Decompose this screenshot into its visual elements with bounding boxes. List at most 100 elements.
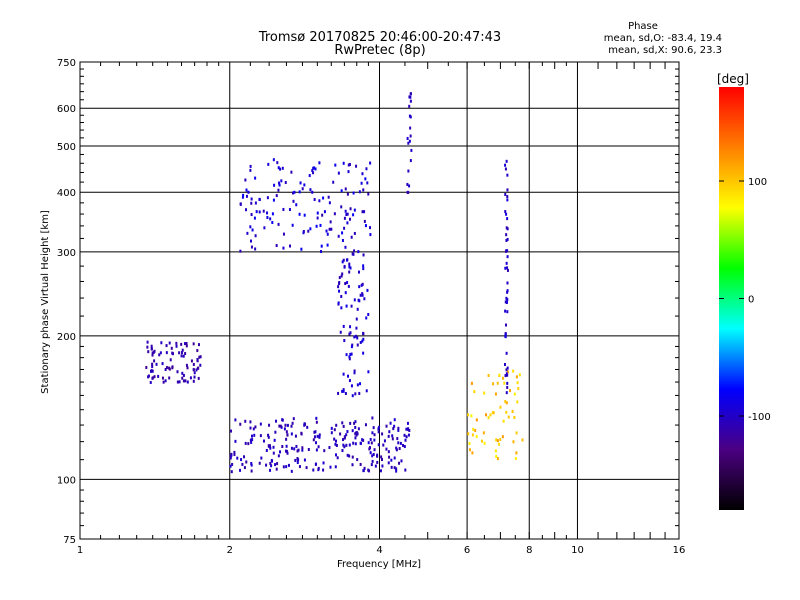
data-point — [341, 238, 344, 242]
data-point — [315, 441, 318, 445]
data-point — [359, 293, 362, 297]
colorbar-tick-label: -100 — [748, 412, 771, 423]
data-point — [492, 382, 495, 386]
data-point — [364, 224, 367, 228]
data-point — [278, 424, 281, 428]
data-point — [239, 249, 242, 253]
data-point — [409, 115, 412, 119]
data-point — [241, 462, 244, 466]
data-point — [250, 213, 253, 217]
data-point — [285, 437, 288, 441]
data-point — [350, 352, 353, 356]
data-point — [229, 464, 232, 468]
data-point — [319, 223, 322, 227]
data-point — [306, 425, 309, 429]
data-point — [271, 212, 274, 216]
data-point — [349, 421, 352, 425]
data-point — [506, 381, 509, 385]
data-point — [344, 392, 347, 396]
data-point — [298, 465, 301, 469]
data-point — [272, 198, 275, 202]
data-point — [244, 178, 247, 182]
data-point — [291, 223, 294, 227]
data-point — [316, 216, 319, 220]
data-point — [251, 228, 254, 232]
data-point — [406, 182, 409, 186]
data-point — [254, 201, 257, 205]
data-point — [199, 363, 202, 367]
data-point — [470, 414, 473, 418]
data-point — [385, 424, 388, 428]
data-point — [284, 181, 287, 185]
data-point — [309, 227, 312, 231]
data-point — [329, 220, 332, 224]
data-point — [332, 180, 335, 184]
data-point — [253, 216, 256, 220]
data-point — [361, 438, 364, 442]
data-point — [340, 306, 343, 310]
data-point — [281, 418, 284, 422]
data-point — [146, 345, 149, 349]
data-point — [407, 433, 410, 437]
data-point — [300, 247, 303, 251]
data-point — [483, 391, 486, 395]
data-point — [333, 428, 336, 432]
data-point — [260, 456, 263, 460]
data-point — [312, 171, 315, 175]
data-point — [253, 433, 256, 437]
data-point — [393, 456, 396, 460]
data-point — [254, 247, 257, 251]
data-point — [489, 413, 492, 417]
data-point — [280, 179, 283, 183]
data-point — [369, 233, 372, 237]
data-point — [337, 171, 340, 175]
data-point — [487, 373, 490, 377]
data-point — [292, 417, 295, 421]
data-point — [396, 437, 399, 441]
data-point — [513, 392, 516, 396]
data-point — [470, 381, 473, 385]
data-point — [294, 434, 297, 438]
data-point — [393, 418, 396, 422]
data-point — [315, 448, 318, 452]
data-point — [279, 424, 282, 428]
data-point — [307, 447, 310, 451]
data-point — [351, 455, 354, 459]
data-point — [408, 429, 411, 433]
data-point — [297, 448, 300, 452]
data-point — [505, 401, 508, 405]
data-point — [151, 362, 154, 366]
data-point — [365, 316, 368, 320]
data-point — [370, 463, 373, 467]
data-point — [151, 351, 154, 355]
data-point — [325, 229, 328, 233]
data-point — [505, 233, 508, 237]
y-tick-label: 600 — [57, 104, 76, 115]
data-point — [269, 468, 272, 472]
data-point — [341, 260, 344, 264]
data-point — [279, 167, 282, 171]
data-point — [341, 272, 344, 276]
data-point — [495, 454, 498, 458]
data-point — [342, 389, 345, 393]
data-point — [353, 231, 356, 235]
data-point — [362, 337, 365, 341]
data-point — [371, 431, 374, 435]
data-point — [506, 290, 509, 294]
data-point — [169, 358, 172, 362]
data-point — [377, 427, 380, 431]
data-point — [392, 427, 395, 431]
data-point — [250, 469, 253, 473]
data-point — [362, 188, 365, 192]
data-point — [267, 444, 270, 448]
data-point — [164, 379, 167, 383]
data-point — [245, 188, 248, 192]
data-point — [186, 366, 189, 370]
data-point — [277, 222, 280, 226]
data-point — [247, 442, 250, 446]
data-point — [338, 289, 341, 293]
colorbar-ticks: 100 0 -100 — [719, 177, 771, 423]
data-point — [276, 161, 279, 165]
data-point — [245, 194, 248, 198]
data-point — [272, 445, 275, 449]
